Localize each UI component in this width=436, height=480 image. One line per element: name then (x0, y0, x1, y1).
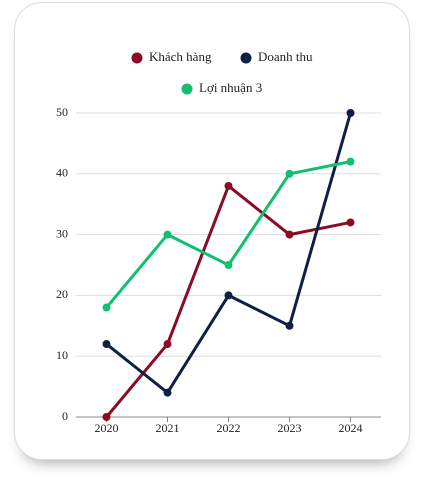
x-tick-label: 2020 (95, 421, 119, 435)
x-tick-label: 2023 (278, 421, 302, 435)
point (102, 340, 111, 349)
series-line (105, 112, 352, 395)
y-tick-label: 10 (56, 348, 68, 362)
legend-label: Khách hàng (149, 49, 212, 64)
x-tick-label: 2021 (156, 421, 180, 435)
point (163, 230, 172, 239)
y-tick-label: 20 (56, 287, 68, 301)
legend-label: Doanh thu (258, 49, 313, 64)
series-line (105, 184, 351, 418)
point (102, 413, 111, 421)
point (102, 303, 111, 312)
point (224, 261, 233, 269)
y-tick-label: 40 (56, 166, 68, 180)
point (224, 181, 233, 190)
point (224, 291, 233, 300)
y-tick-label: 30 (56, 226, 68, 240)
point (346, 109, 355, 117)
y-tick-label: 50 (56, 105, 68, 119)
point (163, 388, 172, 397)
point (346, 157, 355, 166)
legend-marker (181, 83, 193, 95)
point (285, 230, 294, 239)
x-tick-label: 2022 (217, 421, 241, 435)
point (285, 169, 294, 178)
point (285, 321, 294, 330)
point (346, 218, 355, 227)
legend-label: Lợi nhuận 3 (199, 80, 262, 95)
y-tick-label: 0 (62, 409, 68, 423)
x-tick-label: 2024 (339, 421, 363, 435)
point (163, 340, 172, 349)
legend-marker (240, 52, 252, 64)
legend-marker (131, 52, 143, 64)
